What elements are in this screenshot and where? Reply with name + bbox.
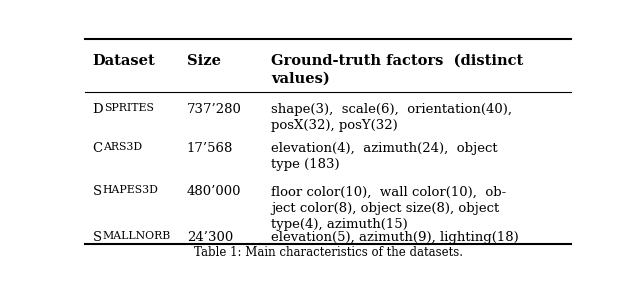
Text: Size: Size xyxy=(187,53,221,68)
Text: Dataset: Dataset xyxy=(92,53,155,68)
Text: elevation(5), azimuth(9), lighting(18): elevation(5), azimuth(9), lighting(18) xyxy=(271,231,518,244)
Text: ARS3D: ARS3D xyxy=(104,142,143,152)
Text: shape(3),  scale(6),  orientation(40),
posX(32), posY(32): shape(3), scale(6), orientation(40), pos… xyxy=(271,103,512,132)
Text: floor color(10),  wall color(10),  ob-
ject color(8), object size(8), object
typ: floor color(10), wall color(10), ob- jec… xyxy=(271,185,506,231)
Text: S: S xyxy=(92,185,102,198)
Text: S: S xyxy=(92,231,102,244)
Text: Table 1: Main characteristics of the datasets.: Table 1: Main characteristics of the dat… xyxy=(193,246,463,260)
Text: 480’000: 480’000 xyxy=(187,185,241,198)
Text: HAPES3D: HAPES3D xyxy=(102,185,158,195)
Text: 737’280: 737’280 xyxy=(187,103,241,115)
Text: Ground-truth factors  (distinct
values): Ground-truth factors (distinct values) xyxy=(271,53,524,85)
Text: elevation(4),  azimuth(24),  object
type (183): elevation(4), azimuth(24), object type (… xyxy=(271,142,497,171)
Text: MALLNORB: MALLNORB xyxy=(102,231,171,241)
Text: 17’568: 17’568 xyxy=(187,142,233,155)
Text: SPRITES: SPRITES xyxy=(104,103,154,113)
Text: 24’300: 24’300 xyxy=(187,231,233,244)
Text: C: C xyxy=(92,142,102,155)
Text: D: D xyxy=(92,103,103,115)
